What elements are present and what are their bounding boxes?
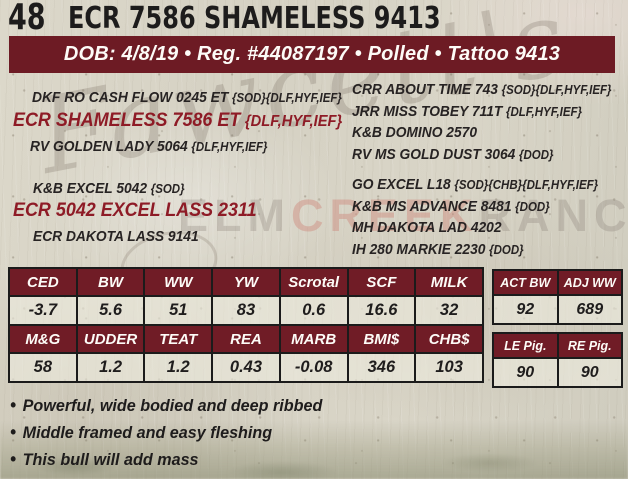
weights-table: ACT BW ADJ WW 92 689 bbox=[492, 269, 623, 325]
animal-name: RV GOLDEN LADY 5064 bbox=[30, 138, 188, 155]
animal-designations: {SOD}{CHB}{DLF,HYF,IEF} bbox=[454, 178, 599, 192]
epd-header-cell: CHB$ bbox=[414, 324, 484, 354]
epd-value-row: -3.7 5.6 51 83 0.6 16.6 32 bbox=[8, 295, 484, 326]
pedigree-line: JRR MISS TOBEY 711T {DLF,HYF,IEF} bbox=[352, 102, 612, 124]
bull-name: ECR 7586 SHAMELESS 9413 bbox=[68, 1, 441, 36]
pigment-header-row: LE Pig. RE Pig. bbox=[492, 332, 623, 359]
act-bw-value: 92 bbox=[492, 294, 559, 325]
animal-designations: {DOD} bbox=[489, 242, 524, 257]
pedigree-sire-sire: DKF RO CASH FLOW 0245 ET {SOD}{DLF,HYF,IE… bbox=[32, 88, 342, 108]
epd-value-cell: 16.6 bbox=[346, 295, 417, 326]
pedigree-line: K&B MS ADVANCE 8481 {DOD} bbox=[352, 197, 598, 219]
epd-header-cell: WW bbox=[143, 267, 214, 297]
act-bw-header: ACT BW bbox=[492, 269, 559, 296]
le-pig-header: LE Pig. bbox=[492, 332, 559, 359]
animal-name: RV MS GOLD DUST 3064 bbox=[352, 145, 516, 163]
epd-header-cell: MILK bbox=[414, 267, 484, 297]
note-item: This bull will add mass bbox=[10, 446, 322, 473]
epd-header-cell: BW bbox=[75, 267, 146, 297]
weights-value-row: 92 689 bbox=[492, 294, 623, 325]
animal-name: GO EXCEL L18 bbox=[352, 176, 451, 193]
epd-header-cell: REA bbox=[211, 324, 281, 354]
epd-header-cell: MARB bbox=[278, 324, 349, 354]
page-title: ECR 7586 SHAMELESS 9413 bbox=[68, 1, 534, 36]
sale-notes: Powerful, wide bodied and deep ribbed Mi… bbox=[10, 392, 339, 473]
epd-value-cell: 58 bbox=[8, 352, 78, 383]
epd-table: CED BW WW YW Scrotal SCF MILK -3.7 5.6 5… bbox=[8, 267, 484, 383]
epd-value-cell: -0.08 bbox=[278, 352, 349, 383]
epd-value-cell: 1.2 bbox=[75, 352, 146, 383]
pedigree-line: RV MS GOLD DUST 3064 {DOD} bbox=[352, 145, 612, 167]
epd-header-cell: UDDER bbox=[75, 324, 146, 354]
epd-header-cell: BMI$ bbox=[346, 324, 417, 354]
animal-name: K&B MS ADVANCE 8481 bbox=[352, 197, 512, 215]
le-pig-value: 90 bbox=[492, 357, 559, 388]
epd-value-cell: 1.2 bbox=[143, 352, 214, 383]
weights-header-row: ACT BW ADJ WW bbox=[492, 269, 623, 296]
epd-header-cell: SCF bbox=[346, 267, 417, 297]
re-pig-value: 90 bbox=[556, 357, 623, 388]
animal-designations: {DOD} bbox=[515, 199, 550, 214]
animal-name: ECR DAKOTA LASS 9141 bbox=[33, 228, 199, 245]
animal-name: CRR ABOUT TIME 743 bbox=[352, 81, 498, 98]
animal-name: JRR MISS TOBEY 711T bbox=[352, 102, 503, 120]
animal-designations: {DLF,HYF,IEF} bbox=[505, 104, 583, 119]
animal-name: ECR SHAMELESS 7586 ET bbox=[13, 109, 241, 131]
animal-designations: {SOD} bbox=[150, 182, 185, 196]
epd-header-cell: TEAT bbox=[143, 324, 214, 354]
pigment-table: LE Pig. RE Pig. 90 90 bbox=[492, 332, 623, 388]
pedigree-line: GO EXCEL L18 {SOD}{CHB}{DLF,HYF,IEF} bbox=[352, 175, 598, 197]
pedigree-right-top-group: CRR ABOUT TIME 743 {SOD}{DLF,HYF,IEF} JRR… bbox=[352, 80, 628, 166]
re-pig-header: RE Pig. bbox=[556, 332, 623, 359]
epd-value-cell: 0.6 bbox=[278, 295, 349, 326]
animal-designations: {DLF,HYF,IEF} bbox=[191, 140, 268, 154]
epd-header-row: M&G UDDER TEAT REA MARB BMI$ CHB$ bbox=[8, 324, 484, 354]
pedigree-sire-dam: RV GOLDEN LADY 5064 {DLF,HYF,IEF} bbox=[30, 137, 267, 157]
pedigree-dam-sire: K&B EXCEL 5042 {SOD} bbox=[33, 179, 185, 199]
epd-value-cell: 103 bbox=[414, 352, 484, 383]
epd-header-cell: CED bbox=[8, 267, 78, 297]
animal-name: K&B EXCEL 5042 bbox=[33, 180, 148, 197]
pigment-value-row: 90 90 bbox=[492, 357, 623, 388]
animal-name: IH 280 MARKIE 2230 bbox=[352, 240, 486, 258]
epd-value-cell: 0.43 bbox=[211, 352, 281, 383]
pedigree-line: K&B DOMINO 2570 bbox=[352, 123, 612, 145]
epd-value-cell: -3.7 bbox=[8, 295, 78, 326]
epd-value-cell: 32 bbox=[414, 295, 484, 326]
lot-number: 48 bbox=[8, 0, 46, 38]
epd-header-row: CED BW WW YW Scrotal SCF MILK bbox=[8, 267, 484, 297]
animal-designations: {DLF,HYF,IEF} bbox=[244, 113, 343, 130]
animal-designations: {SOD}{DLF,HYF,IEF} bbox=[501, 83, 612, 97]
epd-value-cell: 51 bbox=[143, 295, 214, 326]
animal-name: MH DAKOTA LAD 4202 bbox=[352, 219, 502, 236]
epd-header-cell: Scrotal bbox=[278, 267, 349, 297]
epd-value-cell: 83 bbox=[211, 295, 281, 326]
pedigree-sire: ECR SHAMELESS 7586 ET {DLF,HYF,IEF} bbox=[13, 110, 342, 132]
epd-header-cell: YW bbox=[211, 267, 281, 297]
pedigree-dam: ECR 5042 EXCEL LASS 2311 bbox=[13, 200, 261, 222]
pedigree-line: MH DAKOTA LAD 4202 bbox=[352, 218, 598, 240]
animal-name: DKF RO CASH FLOW 0245 ET bbox=[32, 89, 229, 106]
epd-header-cell: M&G bbox=[8, 324, 78, 354]
pedigree-line: IH 280 MARKIE 2230 {DOD} bbox=[352, 240, 598, 262]
note-item: Middle framed and easy fleshing bbox=[10, 419, 322, 446]
epd-value-cell: 5.6 bbox=[75, 295, 146, 326]
animal-designations: {DOD} bbox=[519, 147, 554, 162]
animal-name: K&B DOMINO 2570 bbox=[352, 124, 478, 141]
epd-value-row: 58 1.2 1.2 0.43 -0.08 346 103 bbox=[8, 352, 484, 383]
info-banner: DOB: 4/8/19 • Reg. #44087197 • Polled • … bbox=[9, 36, 615, 73]
epd-value-cell: 346 bbox=[346, 352, 417, 383]
animal-designations: {SOD}{DLF,HYF,IEF} bbox=[231, 91, 342, 105]
adj-ww-header: ADJ WW bbox=[556, 269, 623, 296]
animal-name: ECR 5042 EXCEL LASS 2311 bbox=[13, 199, 257, 221]
pedigree-dam-dam: ECR DAKOTA LASS 9141 bbox=[33, 227, 202, 247]
note-item: Powerful, wide bodied and deep ribbed bbox=[10, 392, 323, 419]
pedigree-line: CRR ABOUT TIME 743 {SOD}{DLF,HYF,IEF} bbox=[352, 80, 612, 102]
adj-ww-value: 689 bbox=[556, 294, 623, 325]
pedigree-right-bottom-group: GO EXCEL L18 {SOD}{CHB}{DLF,HYF,IEF} K&B … bbox=[352, 175, 620, 261]
